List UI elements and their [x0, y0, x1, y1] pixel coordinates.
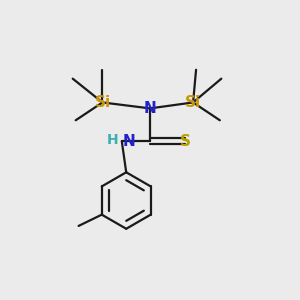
Text: N: N [144, 101, 156, 116]
Text: Si: Si [185, 95, 201, 110]
Text: S: S [180, 134, 191, 148]
Text: H: H [106, 133, 118, 147]
Text: N: N [123, 134, 135, 148]
Text: Si: Si [94, 95, 110, 110]
